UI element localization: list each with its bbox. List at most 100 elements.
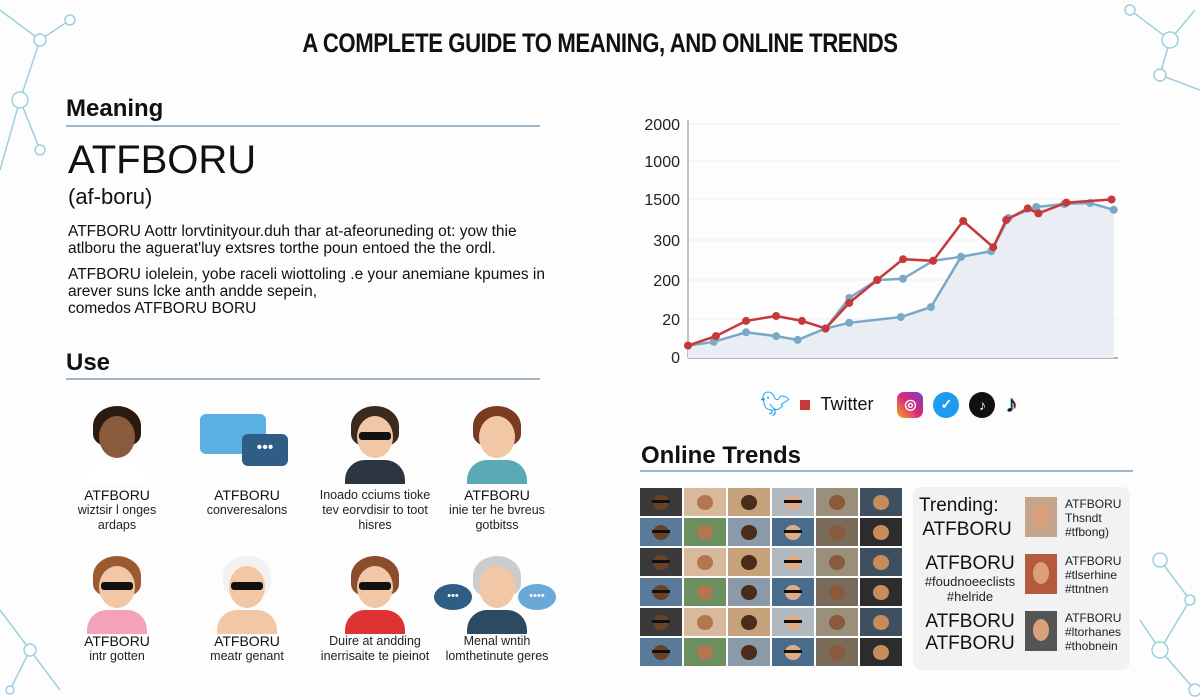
use-example-item: Inoado cciums tioke tev eorvdisir to too… bbox=[308, 398, 442, 532]
data-point bbox=[899, 274, 907, 283]
trending-text: Thsndt bbox=[1065, 511, 1102, 525]
profile-photo[interactable] bbox=[860, 638, 902, 666]
profile-photo[interactable] bbox=[728, 638, 770, 666]
use-example-item: ATFBORU wiztsir l onges ardaps bbox=[50, 398, 184, 532]
profile-photo[interactable] bbox=[684, 518, 726, 546]
profile-photo[interactable] bbox=[772, 638, 814, 666]
text-line: arever suns lcke anth andde sepein, bbox=[68, 283, 318, 300]
hashtag[interactable]: #helride bbox=[946, 589, 994, 604]
trending-text: ATFBORU bbox=[1065, 497, 1122, 511]
data-point bbox=[873, 276, 882, 284]
profile-photo[interactable] bbox=[772, 608, 814, 636]
data-point bbox=[899, 255, 907, 264]
trend-line-chart: 0 20 200 300 1500 1000 2000 bbox=[644, 117, 1118, 367]
profile-photo[interactable] bbox=[816, 578, 858, 606]
page-title: A COMPLETE GUIDE TO MEANING, AND ONLINE … bbox=[302, 28, 898, 58]
term-word: ATFBORU bbox=[68, 138, 257, 182]
profile-thumbnail bbox=[1025, 611, 1057, 651]
avatar-illustration bbox=[215, 552, 279, 634]
profile-photo[interactable] bbox=[640, 488, 682, 516]
profile-photo[interactable] bbox=[860, 578, 902, 606]
profile-photo[interactable] bbox=[640, 608, 682, 636]
data-point bbox=[1034, 209, 1043, 218]
online-trends-heading: Online Trends bbox=[641, 442, 802, 469]
y-tick-label: 2000 bbox=[644, 117, 680, 134]
profile-photo[interactable] bbox=[640, 548, 682, 576]
data-point bbox=[929, 256, 938, 265]
profile-photo[interactable] bbox=[816, 548, 858, 576]
y-tick-label: 1500 bbox=[644, 192, 680, 209]
data-point bbox=[797, 316, 806, 325]
use-caption: wiztsir l onges ardaps bbox=[77, 503, 157, 532]
data-point bbox=[896, 313, 905, 322]
use-title: ATFBORU bbox=[84, 487, 150, 503]
text-line: ATFBORU Aottr lorvtinityour.duh thar at-… bbox=[68, 223, 517, 240]
profile-photo[interactable] bbox=[816, 488, 858, 516]
trending-text: #tlserhine bbox=[1065, 568, 1118, 582]
profile-photo[interactable] bbox=[860, 488, 902, 516]
trending-entry[interactable]: ATFBORU Thsndt #tfbong) bbox=[1025, 497, 1121, 539]
trending-tag[interactable]: ATFBORU bbox=[922, 519, 1012, 540]
twitter-icon: 🐦︎ bbox=[760, 391, 791, 418]
profile-photo[interactable] bbox=[728, 608, 770, 636]
profile-photo[interactable] bbox=[640, 638, 682, 666]
profile-photo[interactable] bbox=[860, 518, 902, 546]
data-point bbox=[1062, 198, 1071, 207]
profile-photo[interactable] bbox=[772, 548, 814, 576]
data-point bbox=[793, 335, 802, 344]
chat-bubble-icon: ••• bbox=[242, 434, 288, 466]
use-example-item: Duire at andding inerrisaite te pieinot bbox=[308, 548, 442, 678]
profile-photo[interactable] bbox=[684, 608, 726, 636]
trending-entry[interactable]: ATFBORU #tlserhine #ttntnen bbox=[1025, 554, 1121, 596]
trending-entry[interactable]: ATFBORU #ltorhanes #thobnein bbox=[1025, 611, 1121, 653]
trending-tag[interactable]: ATFBORU bbox=[925, 553, 1015, 574]
divider bbox=[66, 125, 540, 127]
avatar-illustration bbox=[465, 552, 529, 634]
hashtag[interactable]: #foudnoeeclists bbox=[924, 574, 1016, 589]
text-line: atlboru the aguerat'luy extsres torthe p… bbox=[68, 240, 496, 257]
data-point bbox=[959, 217, 968, 226]
profile-photo[interactable] bbox=[728, 518, 770, 546]
use-title: ATFBORU bbox=[214, 633, 280, 649]
profile-photo[interactable] bbox=[684, 578, 726, 606]
avatar-illustration bbox=[85, 402, 149, 484]
y-tick-label: 200 bbox=[653, 273, 680, 290]
profile-photo[interactable] bbox=[728, 488, 770, 516]
trending-tag[interactable]: ATFBORU bbox=[925, 611, 1015, 632]
avatar-illustration bbox=[85, 552, 149, 634]
trending-text: #thobnein bbox=[1065, 639, 1118, 653]
profile-photo[interactable] bbox=[860, 608, 902, 636]
trending-text: #ltorhanes bbox=[1065, 625, 1122, 639]
profile-photo[interactable] bbox=[816, 608, 858, 636]
profile-photo[interactable] bbox=[772, 518, 814, 546]
series-line bbox=[687, 201, 1115, 347]
profile-photo[interactable] bbox=[728, 548, 770, 576]
profile-photo[interactable] bbox=[772, 488, 814, 516]
profile-photo[interactable] bbox=[816, 638, 858, 666]
profile-photo[interactable] bbox=[640, 518, 682, 546]
avatar-illustration bbox=[343, 402, 407, 484]
data-point bbox=[1032, 202, 1041, 211]
use-caption: converesalons bbox=[206, 503, 288, 517]
profile-photo[interactable] bbox=[640, 578, 682, 606]
profile-photo[interactable] bbox=[684, 548, 726, 576]
use-caption: inie ter he bvreus gotbitss bbox=[449, 503, 545, 532]
profile-photo[interactable] bbox=[684, 638, 726, 666]
profile-photo[interactable] bbox=[816, 518, 858, 546]
data-point bbox=[711, 332, 720, 341]
data-point bbox=[1002, 216, 1011, 225]
chat-bubble-icon: ••• bbox=[434, 584, 472, 610]
profile-photo[interactable] bbox=[772, 578, 814, 606]
area-fill bbox=[688, 203, 1114, 358]
twitter-circle-icon: ✓ bbox=[933, 391, 960, 418]
trending-tag[interactable]: ATFBORU bbox=[925, 633, 1015, 654]
use-title: ATFBORU bbox=[464, 487, 530, 503]
definition-paragraph-1: ATFBORU Aottr lorvtinityour.duh thar at-… bbox=[68, 223, 548, 257]
profile-photo[interactable] bbox=[684, 488, 726, 516]
profile-photo[interactable] bbox=[860, 548, 902, 576]
photo-grid bbox=[640, 488, 902, 666]
chart-legend: 🐦︎ Twitter ◎ ✓ ♪ ♪ bbox=[760, 390, 1017, 419]
trending-text: ATFBORU bbox=[1065, 554, 1122, 568]
avatar-illustration bbox=[465, 402, 529, 484]
profile-photo[interactable] bbox=[728, 578, 770, 606]
